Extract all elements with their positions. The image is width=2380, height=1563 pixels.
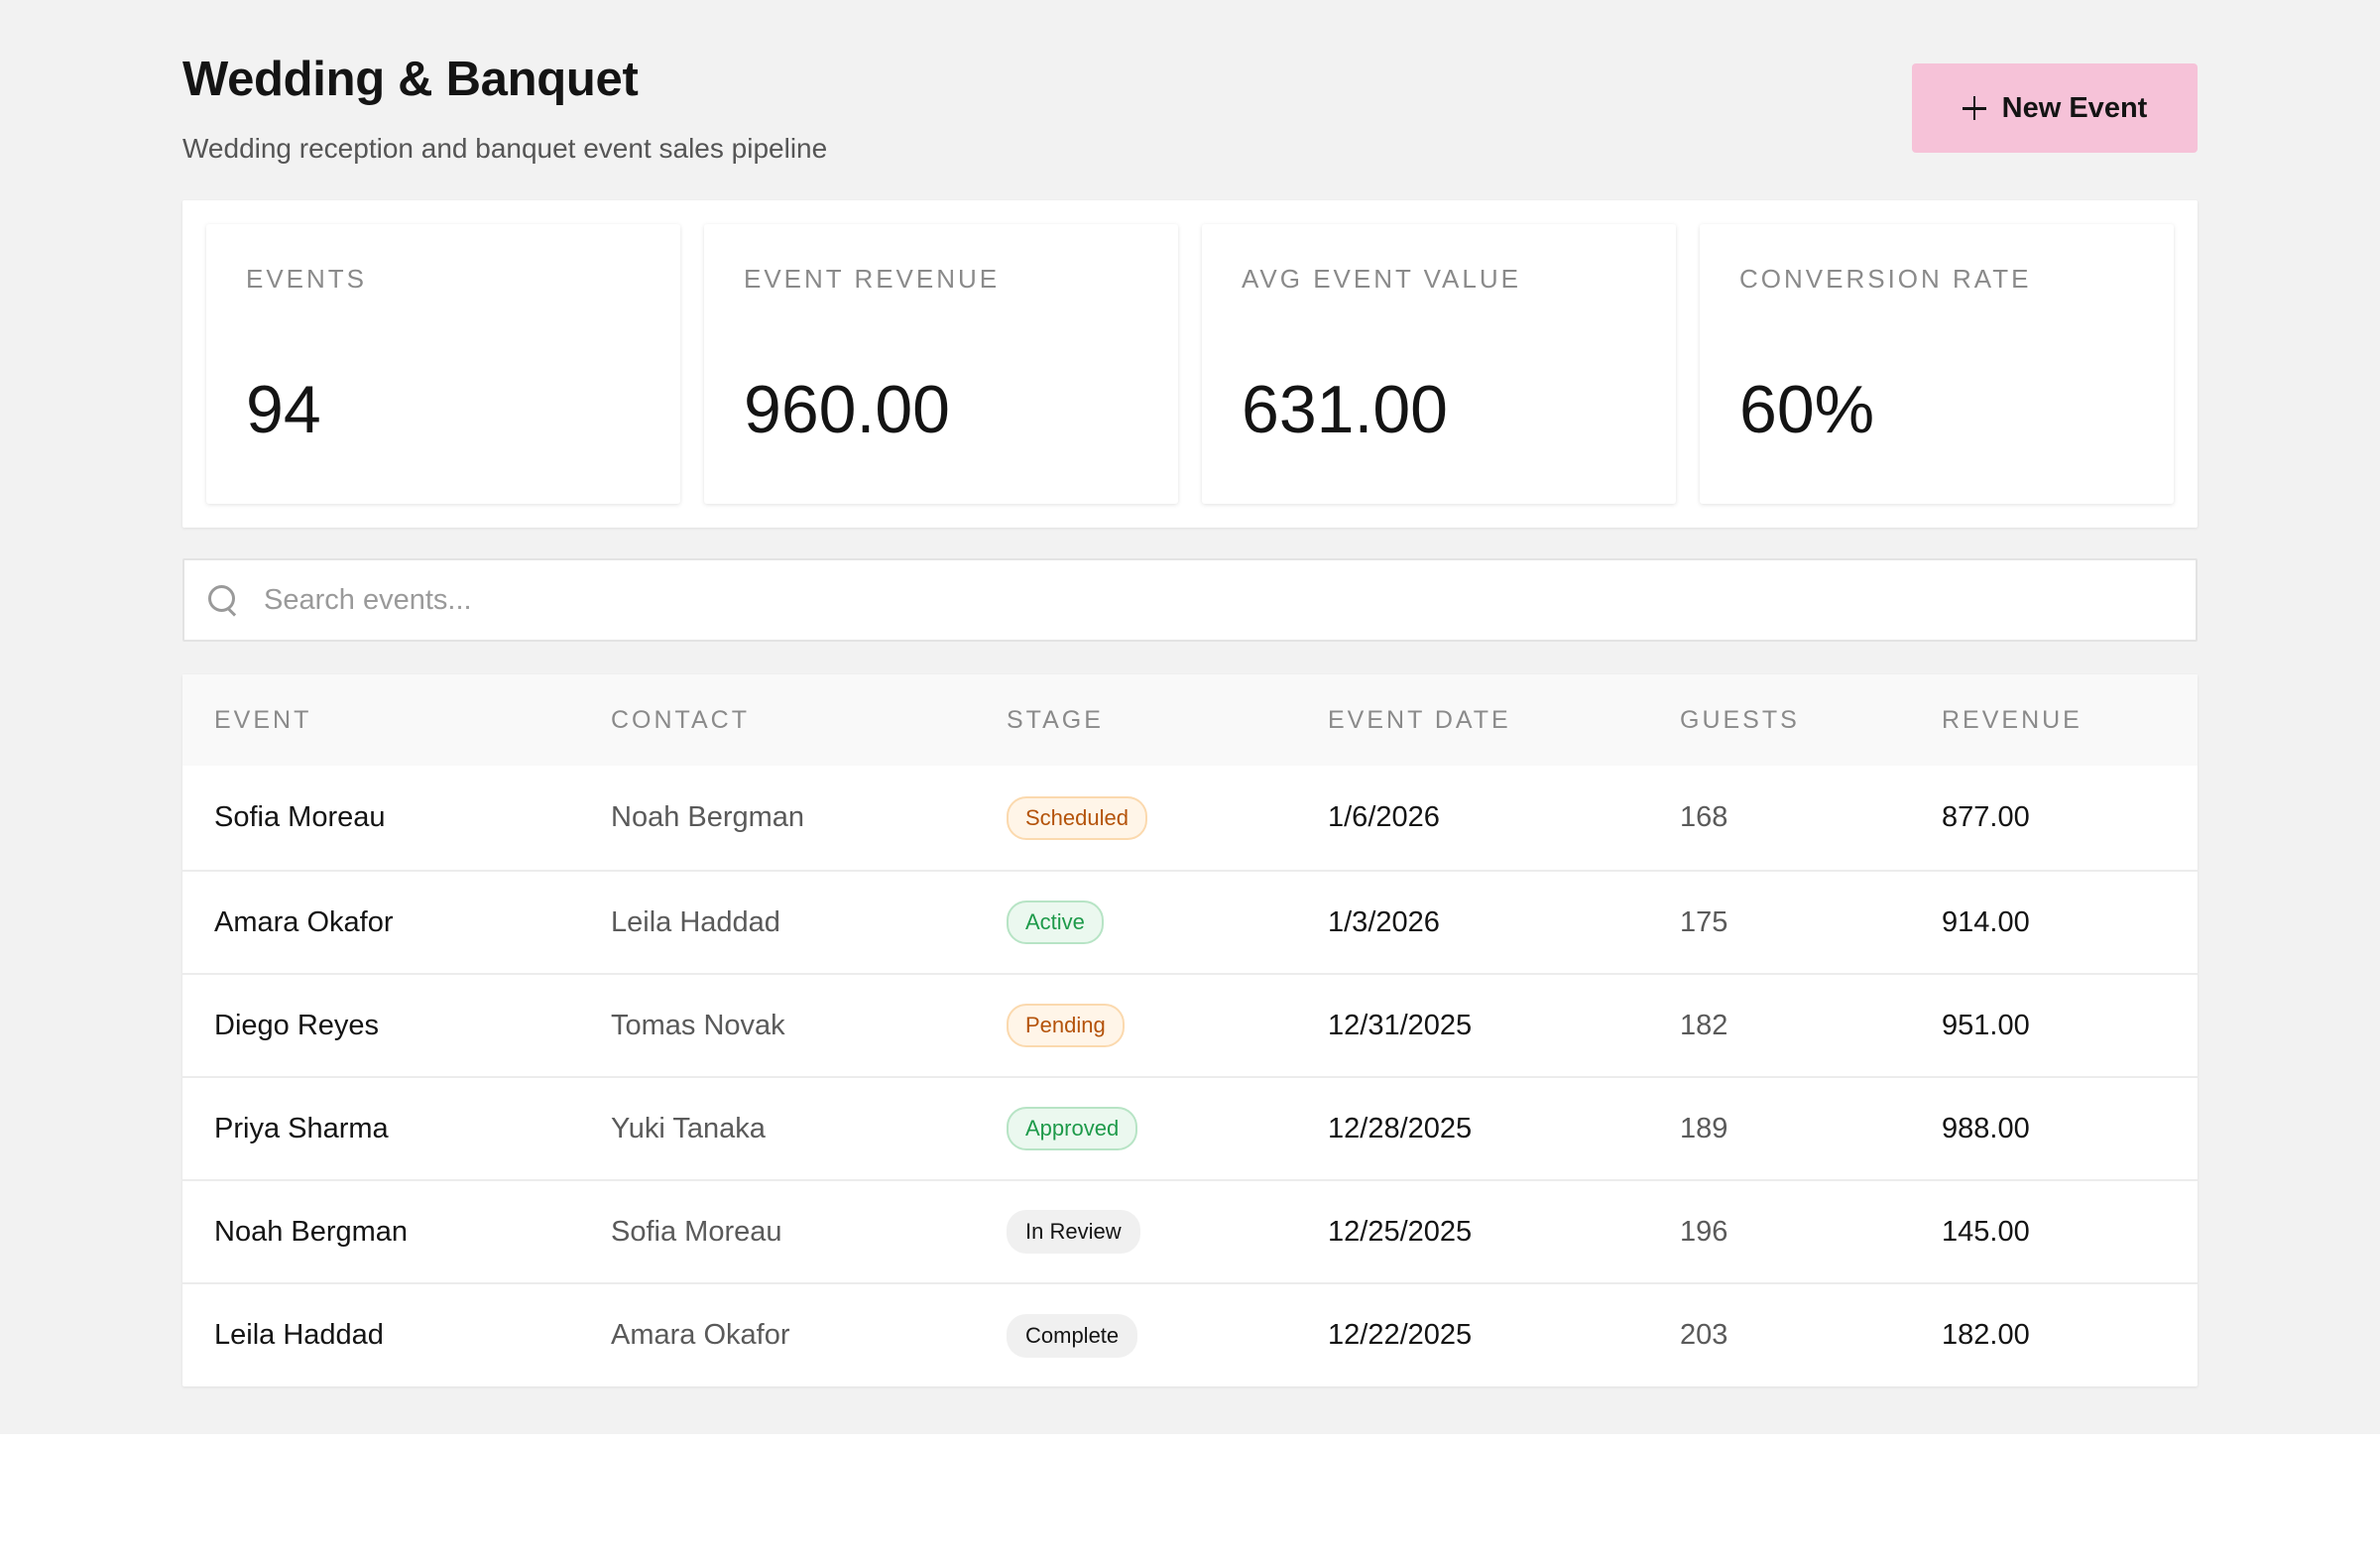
guests-cell: 182: [1680, 1009, 1728, 1041]
table-row[interactable]: Sofia Moreau Noah Bergman Scheduled 1/6/…: [182, 766, 2198, 871]
contact-cell: Tomas Novak: [611, 1009, 785, 1041]
status-badge: Approved: [1007, 1107, 1138, 1150]
table-row[interactable]: Leila Haddad Amara Okafor Complete 12/22…: [182, 1283, 2198, 1386]
revenue-cell: 914.00: [1942, 905, 2030, 938]
revenue-cell: 877.00: [1942, 801, 2030, 833]
stage-cell: Active: [975, 871, 1296, 974]
guests-cell: 196: [1680, 1215, 1728, 1248]
guests-cell: 168: [1680, 801, 1728, 833]
event-date-cell: 1/3/2026: [1328, 905, 1440, 938]
column-header-guests[interactable]: GUESTS: [1680, 705, 1800, 734]
stats-panel: EVENTS 94 EVENT REVENUE 960.00 AVG EVENT…: [182, 200, 2198, 528]
new-event-label: New Event: [2001, 91, 2148, 124]
revenue-cell: 988.00: [1942, 1112, 2030, 1144]
stat-label: EVENTS: [246, 264, 368, 294]
contact-cell: Sofia Moreau: [611, 1215, 782, 1248]
stage-cell: In Review: [975, 1180, 1296, 1283]
column-header-event[interactable]: EVENT: [214, 705, 312, 734]
event-date-cell: 12/31/2025: [1328, 1009, 1473, 1041]
contact-cell: Noah Bergman: [611, 801, 805, 833]
table-row[interactable]: Priya Sharma Yuki Tanaka Approved 12/28/…: [182, 1077, 2198, 1180]
stat-label: AVG EVENT VALUE: [1242, 264, 1521, 294]
event-date-cell: 1/6/2026: [1328, 801, 1440, 833]
event-cell: Noah Bergman: [214, 1215, 409, 1248]
plus-icon: [1962, 96, 1986, 120]
event-date-cell: 12/25/2025: [1328, 1215, 1473, 1248]
table-row[interactable]: Diego Reyes Tomas Novak Pending 12/31/20…: [182, 974, 2198, 1077]
stat-value: 94: [246, 372, 321, 447]
guests-cell: 175: [1680, 905, 1728, 938]
event-cell: Leila Haddad: [214, 1319, 384, 1351]
stage-cell: Scheduled: [975, 766, 1296, 871]
stage-cell: Approved: [975, 1077, 1296, 1180]
revenue-cell: 145.00: [1942, 1215, 2030, 1248]
event-date-cell: 12/28/2025: [1328, 1112, 1473, 1144]
table-row[interactable]: Amara Okafor Leila Haddad Active 1/3/202…: [182, 871, 2198, 974]
events-table: EVENT CONTACT STAGE EVENT DATE GUESTS RE…: [182, 674, 2198, 1386]
stat-card-event-revenue: EVENT REVENUE 960.00: [704, 224, 1178, 504]
event-cell: Sofia Moreau: [214, 801, 386, 833]
status-badge: In Review: [1007, 1210, 1140, 1254]
column-header-contact[interactable]: CONTACT: [611, 705, 750, 734]
stage-cell: Pending: [975, 974, 1296, 1077]
page-title: Wedding & Banquet: [182, 53, 639, 106]
search-box: [182, 558, 2198, 642]
status-badge: Active: [1007, 901, 1104, 944]
search-input[interactable]: [264, 560, 2196, 640]
event-cell: Priya Sharma: [214, 1112, 389, 1144]
stat-label: CONVERSION RATE: [1739, 264, 2032, 294]
page-subtitle: Wedding reception and banquet event sale…: [182, 133, 828, 164]
column-header-stage[interactable]: STAGE: [1007, 705, 1104, 734]
table-row[interactable]: Noah Bergman Sofia Moreau In Review 12/2…: [182, 1180, 2198, 1283]
page-header: Wedding & Banquet Wedding reception and …: [182, 0, 2198, 198]
contact-cell: Leila Haddad: [611, 905, 780, 938]
status-badge: Scheduled: [1007, 795, 1147, 840]
search-icon: [208, 585, 238, 615]
status-badge: Complete: [1007, 1313, 1138, 1358]
status-badge: Pending: [1007, 1004, 1125, 1047]
stat-value: 960.00: [744, 372, 950, 447]
event-cell: Amara Okafor: [214, 905, 394, 938]
event-date-cell: 12/22/2025: [1328, 1319, 1473, 1351]
stat-value: 631.00: [1242, 372, 1448, 447]
contact-cell: Yuki Tanaka: [611, 1112, 766, 1144]
stat-card-events: EVENTS 94: [206, 224, 680, 504]
stat-card-avg-event-value: AVG EVENT VALUE 631.00: [1202, 224, 1676, 504]
stage-cell: Complete: [975, 1283, 1296, 1386]
column-header-event-date[interactable]: EVENT DATE: [1328, 705, 1511, 734]
revenue-cell: 951.00: [1942, 1009, 2030, 1041]
stat-value: 60%: [1739, 372, 1875, 447]
page-container: Wedding & Banquet Wedding reception and …: [182, 0, 2198, 1386]
new-event-button[interactable]: New Event: [1912, 63, 2198, 153]
table-header-row: EVENT CONTACT STAGE EVENT DATE GUESTS RE…: [182, 674, 2198, 766]
stat-card-conversion-rate: CONVERSION RATE 60%: [1700, 224, 2174, 504]
revenue-cell: 182.00: [1942, 1319, 2030, 1351]
event-cell: Diego Reyes: [214, 1009, 380, 1041]
column-header-revenue[interactable]: REVENUE: [1942, 705, 2082, 734]
contact-cell: Amara Okafor: [611, 1319, 790, 1351]
events-table-panel: EVENT CONTACT STAGE EVENT DATE GUESTS RE…: [182, 674, 2198, 1386]
guests-cell: 203: [1680, 1319, 1728, 1351]
guests-cell: 189: [1680, 1112, 1728, 1144]
stat-label: EVENT REVENUE: [744, 264, 1001, 294]
